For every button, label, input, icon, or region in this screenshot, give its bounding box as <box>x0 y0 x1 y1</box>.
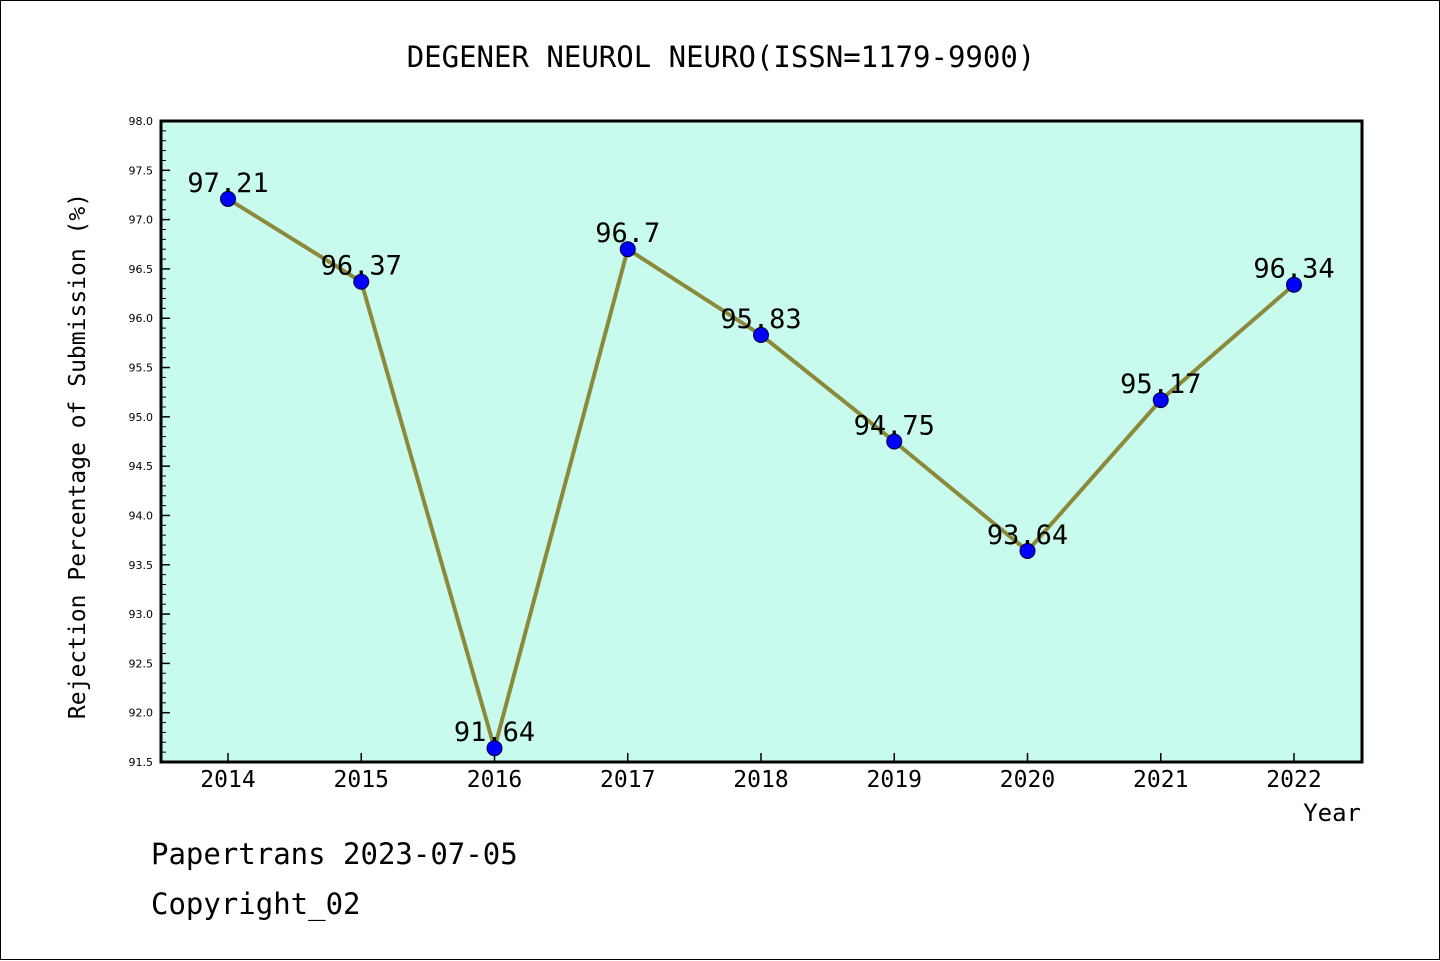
y-tick-label: 97.0 <box>129 214 154 227</box>
y-axis: 91.5 92.0 92.5 93.0 93.5 94.0 94.5 95.0 95.5 96.0… <box>129 115 170 769</box>
y-tick-label: 97.5 <box>129 164 154 177</box>
footer-copyright-text: Copyright_02 <box>151 887 361 921</box>
data-label: 95.17 <box>1120 369 1201 400</box>
data-point <box>886 433 903 450</box>
x-tick-label: 2016 <box>467 767 522 793</box>
plot-area <box>159 119 1364 764</box>
data-point <box>486 740 503 757</box>
y-tick-label: 98.0 <box>129 115 154 128</box>
data-point <box>220 190 236 207</box>
y-tick-label: 92.5 <box>129 657 154 670</box>
data-label: 95.83 <box>720 304 801 335</box>
y-tick-label: 96.0 <box>129 312 154 325</box>
series-line-group <box>220 190 1302 757</box>
data-label: 91.64 <box>454 717 535 748</box>
x-tick-label: 2017 <box>600 767 655 793</box>
y-tick-label: 96.5 <box>129 263 154 276</box>
data-label: 96.7 <box>595 218 660 249</box>
x-axis: 2014 2015 2016 2017 2018 2019 2020 2021 2022 <box>200 753 1322 793</box>
data-labels: 97.21 96.37 91.64 96.7 95.83 94.75 93.64 95.17 9… <box>187 168 1334 748</box>
x-tick-label: 2019 <box>867 767 922 793</box>
y-tick-label: 92.0 <box>129 707 154 720</box>
data-point <box>1019 542 1036 559</box>
y-axis-label: Rejection Percentage of Submission (%) <box>65 193 91 719</box>
footer-date-text: Papertrans 2023-07-05 <box>151 837 518 871</box>
x-tick-label: 2014 <box>200 767 255 793</box>
x-tick-label: 2015 <box>334 767 389 793</box>
data-label: 94.75 <box>854 411 935 442</box>
x-tick-label: 2021 <box>1133 767 1188 793</box>
data-label: 96.37 <box>321 251 402 282</box>
data-point <box>753 326 769 343</box>
x-tick-label: 2018 <box>733 767 788 793</box>
data-label: 97.21 <box>187 168 268 199</box>
data-point <box>619 241 636 258</box>
data-point <box>1286 276 1302 293</box>
data-point <box>1152 392 1169 409</box>
y-tick-label: 93.0 <box>129 608 154 621</box>
y-tick-label: 91.5 <box>129 756 154 769</box>
y-tick-label: 93.5 <box>129 559 154 572</box>
y-tick-label: 94.5 <box>129 460 154 473</box>
x-axis-label: Year <box>1303 799 1361 827</box>
x-tick-label: 2022 <box>1266 767 1321 793</box>
y-tick-label: 95.5 <box>129 362 154 375</box>
data-label: 96.34 <box>1253 254 1334 285</box>
chart-title: DEGENER NEUROL NEURO(ISSN=1179-9900) <box>407 40 1036 74</box>
y-tick-label: 95.0 <box>129 411 154 424</box>
data-label: 93.64 <box>987 520 1068 551</box>
x-tick-label: 2020 <box>1000 767 1055 793</box>
y-tick-label: 94.0 <box>129 509 154 522</box>
data-point <box>353 273 370 290</box>
